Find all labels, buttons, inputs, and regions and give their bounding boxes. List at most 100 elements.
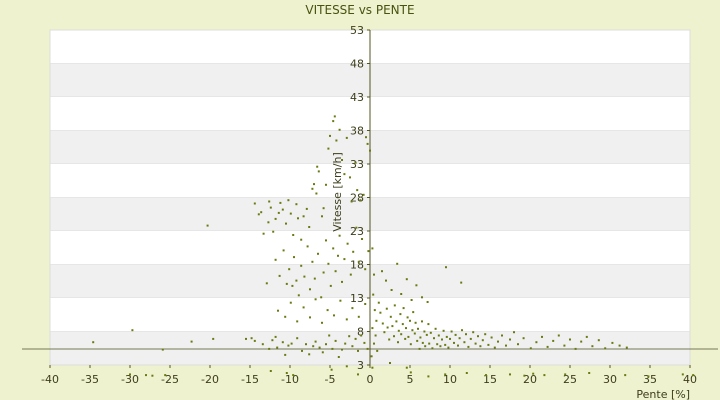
data-point — [306, 245, 309, 248]
data-point — [401, 323, 404, 326]
data-point — [291, 284, 294, 287]
y-tick-label: 48 — [350, 58, 364, 71]
data-point — [311, 260, 314, 263]
data-point — [274, 258, 277, 261]
data-point — [329, 134, 331, 137]
data-point — [523, 374, 526, 377]
data-point — [312, 345, 315, 348]
data-point — [370, 355, 373, 358]
data-point — [469, 337, 472, 340]
data-point — [611, 341, 614, 344]
data-point — [289, 212, 292, 215]
y-tick-label: 53 — [350, 24, 364, 37]
data-point — [145, 374, 147, 377]
data-point — [363, 341, 366, 344]
data-point — [292, 234, 295, 236]
data-point — [337, 356, 340, 358]
data-point — [407, 335, 410, 338]
data-point — [345, 365, 348, 368]
data-point — [206, 224, 209, 227]
data-point — [151, 374, 154, 377]
data-point — [292, 374, 295, 377]
data-point — [331, 347, 334, 350]
y-axis-label: Vitesse [km/h] — [331, 152, 344, 232]
data-point — [463, 341, 466, 344]
data-point — [341, 348, 343, 351]
data-point — [397, 329, 400, 332]
chart-title: VITESSE vs PENTE — [305, 3, 414, 17]
data-point — [444, 373, 447, 376]
data-point — [597, 339, 600, 342]
data-point — [277, 211, 280, 214]
data-point — [164, 374, 167, 377]
data-point — [285, 372, 288, 374]
data-point — [397, 341, 399, 344]
data-point — [276, 346, 279, 349]
data-point — [386, 326, 389, 329]
data-point — [360, 334, 363, 337]
data-point — [332, 247, 335, 250]
data-point — [574, 347, 577, 350]
y-tick-label: 8 — [357, 326, 364, 339]
data-point — [461, 329, 463, 332]
data-point — [393, 304, 396, 307]
data-point — [357, 315, 360, 318]
data-point — [400, 293, 403, 295]
data-point — [351, 307, 354, 310]
x-axis: -40 -35 -30 -25 -20 -15 -10 -5 0 5 10 15 20 25 30 35 40 — [22, 348, 718, 386]
data-point — [409, 371, 412, 374]
data-point — [409, 343, 412, 346]
data-point — [509, 373, 511, 376]
data-point — [351, 345, 354, 348]
data-point — [569, 338, 571, 341]
data-point — [366, 347, 369, 350]
data-point — [354, 161, 357, 164]
data-point — [371, 247, 374, 250]
data-point — [376, 349, 379, 352]
data-point — [341, 280, 343, 283]
data-point — [337, 254, 339, 257]
data-point — [522, 337, 525, 340]
data-point — [321, 351, 324, 354]
data-point — [296, 320, 299, 323]
data-point — [391, 325, 394, 328]
data-point — [297, 217, 299, 220]
data-point — [190, 340, 193, 343]
data-point — [295, 203, 298, 206]
data-point — [314, 298, 317, 301]
data-point — [409, 319, 411, 322]
data-point — [269, 370, 272, 372]
data-point — [415, 284, 418, 287]
data-point — [359, 199, 362, 202]
data-point — [253, 202, 256, 205]
data-point — [325, 343, 327, 346]
data-point — [460, 281, 463, 284]
x-tick-label: 20 — [523, 373, 537, 386]
data-point — [328, 334, 331, 337]
data-point — [484, 333, 487, 336]
data-point — [465, 372, 468, 374]
x-tick-label: 25 — [563, 373, 577, 386]
data-point — [385, 279, 387, 282]
data-point — [321, 321, 323, 324]
x-tick-label: -30 — [121, 373, 139, 386]
y-tick-label: 3 — [357, 359, 364, 372]
data-point — [302, 306, 305, 309]
data-point — [131, 329, 134, 332]
data-point — [277, 309, 279, 312]
data-point — [367, 250, 370, 253]
data-point — [373, 342, 375, 345]
data-point — [509, 338, 511, 341]
data-point — [372, 293, 375, 296]
data-point — [268, 200, 271, 203]
data-point — [427, 323, 430, 326]
data-point — [580, 340, 583, 343]
data-point — [412, 311, 415, 314]
data-point — [442, 329, 445, 332]
x-tick-label: 15 — [483, 373, 497, 386]
data-point — [357, 260, 360, 263]
data-point — [441, 338, 443, 341]
x-tick-label: 35 — [643, 373, 657, 386]
data-point — [445, 335, 448, 338]
data-point — [348, 335, 351, 338]
